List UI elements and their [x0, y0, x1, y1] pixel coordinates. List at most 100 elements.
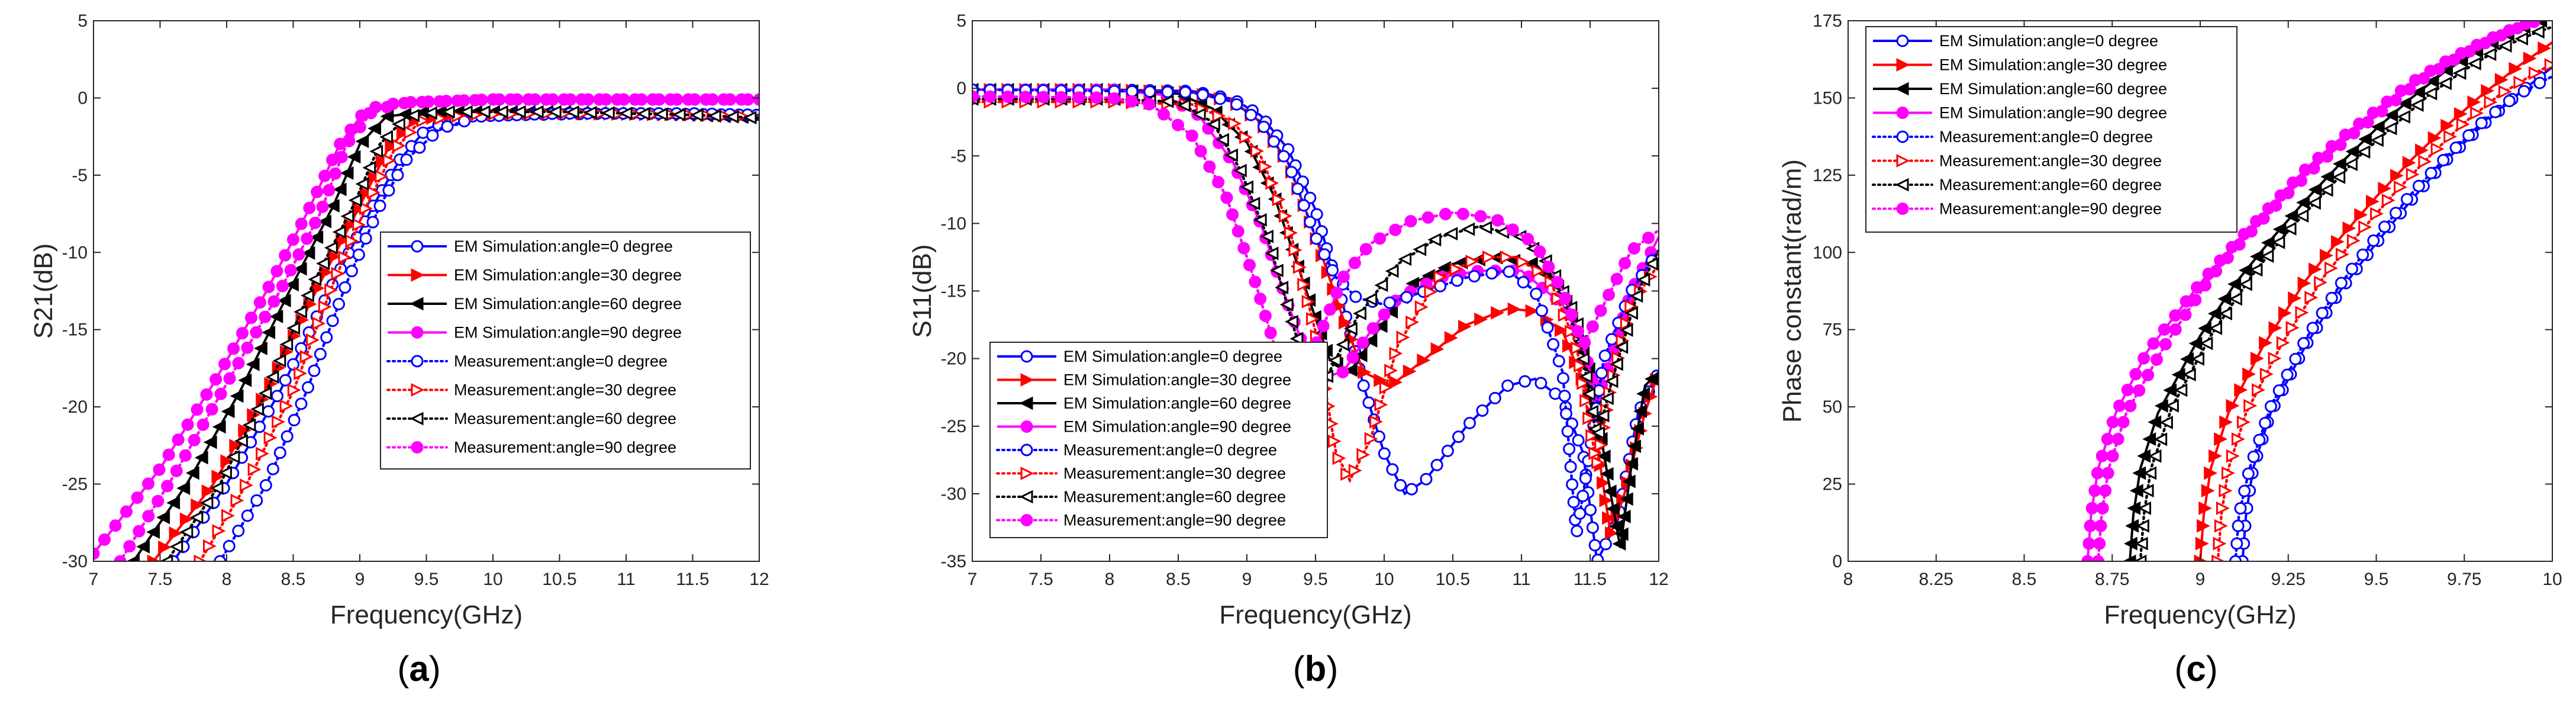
data-point — [1585, 429, 1600, 443]
data-point — [1304, 216, 1317, 229]
data-point — [1482, 250, 1496, 264]
data-point — [2513, 75, 2527, 89]
data-point — [1602, 511, 1616, 525]
data-point — [1297, 277, 1311, 291]
legend-swatch-marker — [411, 240, 424, 253]
data-point — [1143, 85, 1156, 98]
data-point — [1250, 144, 1264, 158]
series-markers-5 — [2229, 76, 2546, 561]
data-point — [391, 169, 404, 182]
data-point — [176, 481, 191, 495]
data-point — [2201, 484, 2215, 498]
data-point — [618, 107, 633, 120]
data-point — [2375, 105, 2388, 118]
data-point — [286, 321, 301, 335]
data-point — [269, 310, 283, 324]
caption-letter: c — [2186, 649, 2206, 689]
data-point — [288, 414, 301, 427]
data-point — [1563, 442, 1576, 455]
data-point — [2239, 277, 2252, 291]
data-point — [2335, 277, 2348, 290]
data-point — [2259, 367, 2274, 381]
y-tick-label: 5 — [956, 11, 966, 31]
data-point — [2257, 212, 2270, 225]
legend-entry-label: EM Simulation:angle=60 degree — [1939, 80, 2167, 98]
data-point — [2403, 83, 2416, 96]
data-point — [232, 525, 245, 538]
data-point — [2285, 321, 2300, 335]
data-point — [2264, 400, 2277, 413]
data-point — [1405, 483, 1418, 496]
data-point — [1521, 233, 1534, 246]
data-point — [1288, 243, 1302, 257]
legend: EM Simulation:angle=0 degree EM Simulatio… — [989, 342, 1328, 538]
data-point — [2233, 238, 2246, 251]
data-point — [345, 265, 358, 278]
data-point — [1627, 242, 1640, 255]
data-point — [221, 404, 235, 419]
data-point — [1603, 288, 1616, 301]
legend-entry-label: EM Simulation:angle=90 degree — [1063, 418, 1291, 436]
data-point — [1599, 538, 1612, 551]
data-point — [262, 405, 275, 418]
data-point — [1179, 86, 1192, 99]
legend-entry-label: Measurement:angle=60 degree — [1939, 176, 2162, 194]
data-point — [1383, 296, 1396, 309]
data-point — [2124, 400, 2137, 413]
data-point — [1558, 308, 1572, 322]
data-point — [1366, 322, 1379, 335]
data-point — [1427, 233, 1442, 247]
data-point — [2530, 25, 2545, 39]
data-point — [236, 327, 249, 340]
data-point — [1233, 163, 1247, 178]
data-point — [332, 225, 346, 239]
data-point — [246, 357, 260, 371]
data-point — [2489, 105, 2502, 118]
data-point — [385, 140, 399, 153]
x-tick-label: 9 — [1242, 570, 1252, 589]
data-point — [2226, 449, 2240, 463]
caption-letter: a — [409, 649, 429, 689]
legend-entry-label: EM Simulation:angle=0 degree — [454, 237, 673, 255]
y-tick-label: -35 — [941, 552, 966, 571]
data-point — [1547, 338, 1560, 351]
data-point — [230, 493, 244, 507]
data-point — [2134, 536, 2148, 551]
y-tick-label: 125 — [1813, 166, 1842, 185]
x-tick-label: 10.5 — [542, 570, 576, 589]
data-point — [1176, 98, 1191, 112]
data-point — [1216, 133, 1229, 147]
data-point — [266, 462, 279, 475]
data-point — [2367, 234, 2380, 247]
data-point — [2219, 484, 2233, 498]
data-point — [972, 90, 979, 103]
data-point — [1369, 414, 1383, 429]
data-point — [2133, 384, 2146, 397]
data-point — [272, 353, 286, 368]
data-point — [725, 110, 739, 124]
data-point — [1269, 263, 1284, 278]
data-point — [1574, 507, 1587, 520]
legend-swatch-marker — [1020, 373, 1034, 387]
legend: EM Simulation:angle=0 degree EM Simulatio… — [1865, 26, 2238, 233]
data-point — [353, 121, 366, 134]
data-point — [380, 110, 394, 123]
data-point — [94, 547, 100, 560]
data-point — [1576, 352, 1590, 366]
data-point — [1396, 330, 1410, 345]
data-point — [1340, 467, 1355, 481]
data-point — [1374, 278, 1388, 292]
data-point — [2165, 398, 2179, 413]
data-point — [153, 463, 166, 476]
data-point — [247, 462, 262, 477]
data-point — [2230, 537, 2243, 550]
data-point — [2365, 194, 2380, 208]
data-point — [1275, 281, 1289, 295]
data-point — [209, 373, 223, 386]
data-point — [285, 278, 299, 292]
data-point — [2481, 83, 2495, 98]
data-point — [338, 250, 352, 265]
caption-paren-open: ( — [397, 649, 409, 689]
data-point — [2101, 467, 2114, 480]
data-point — [1627, 439, 1641, 454]
